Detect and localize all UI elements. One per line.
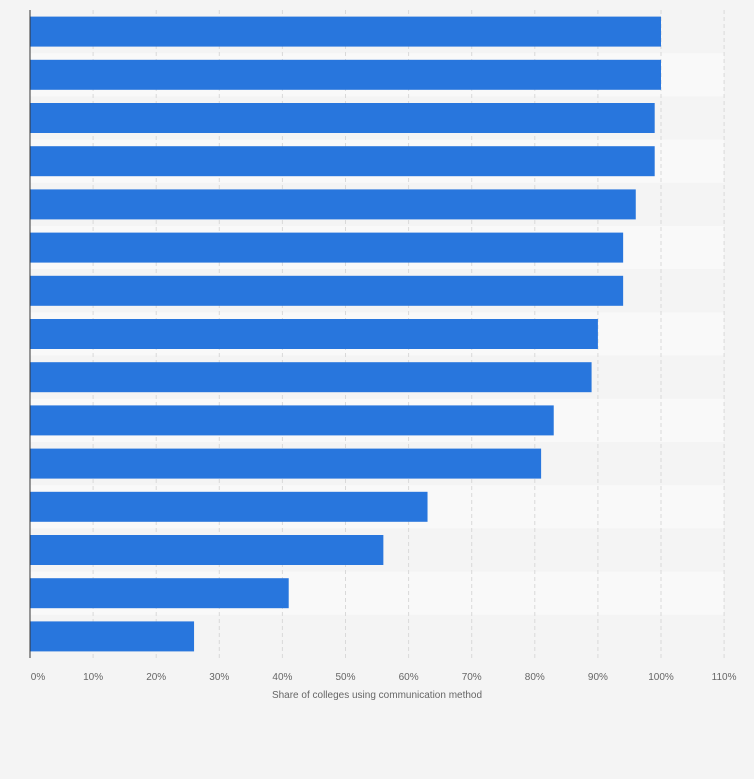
bars [30, 16, 661, 652]
x-tick-label: 20% [146, 672, 166, 683]
x-axis-title: Share of colleges using communication me… [272, 690, 482, 701]
x-tick-label: 60% [399, 672, 419, 683]
x-tick-label: 90% [588, 672, 608, 683]
x-axis-tick-labels: 0% 10% 20% 30% 40% 50% 60% 70% 80% 90% 100% 110% [31, 672, 737, 683]
x-tick-label: 0% [31, 672, 46, 683]
bar[interactable] [30, 491, 428, 522]
x-tick-label: 100% [648, 672, 674, 683]
bar[interactable] [30, 535, 384, 565]
bar[interactable] [30, 232, 624, 263]
bar[interactable] [30, 578, 289, 609]
x-tick-label: 110% [712, 672, 737, 683]
x-tick-label: 50% [335, 672, 355, 683]
bar[interactable] [30, 103, 655, 133]
bar[interactable] [30, 189, 636, 220]
bar[interactable] [30, 621, 195, 652]
bar[interactable] [30, 319, 598, 349]
bar[interactable] [30, 362, 592, 393]
bar[interactable] [30, 405, 554, 436]
bar[interactable] [30, 16, 661, 47]
x-tick-label: 30% [209, 672, 229, 683]
x-tick-label: 40% [272, 672, 292, 683]
bar[interactable] [30, 448, 542, 479]
x-tick-label: 10% [83, 672, 103, 683]
x-tick-label: 70% [462, 672, 482, 683]
bar[interactable] [30, 146, 655, 177]
bar[interactable] [30, 275, 624, 306]
x-tick-label: 80% [525, 672, 545, 683]
bar[interactable] [30, 59, 661, 90]
